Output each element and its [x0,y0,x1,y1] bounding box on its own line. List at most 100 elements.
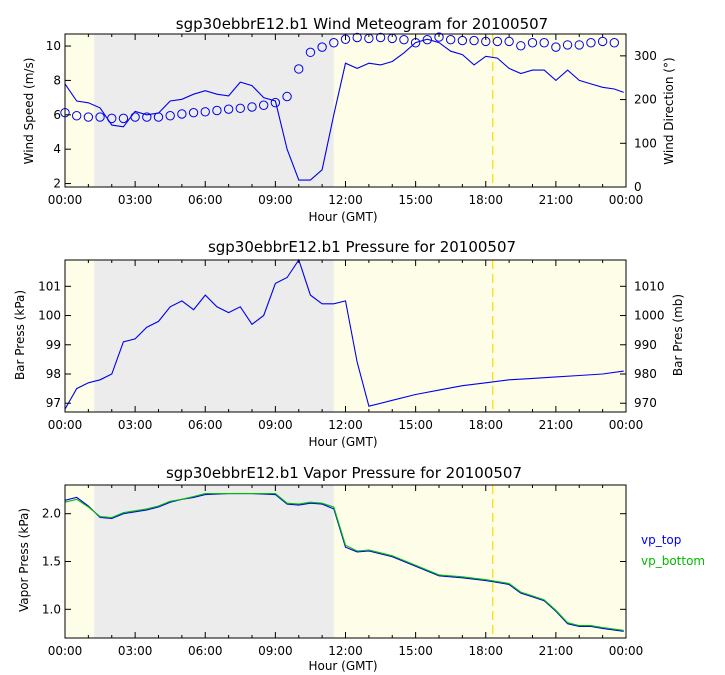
wind-direction-point [329,38,339,48]
wind-direction-point [71,111,82,121]
wind-direction-point [551,42,561,52]
wind-direction-point [130,112,140,122]
x-tick-label: 18:00 [468,644,503,658]
y-axis-ticks: 97 98 99 100 101 [38,279,71,410]
wind-direction-point [212,105,222,116]
wind-direction-point [95,112,105,122]
x-tick-label: 03:00 [118,644,153,658]
pressure-y-label: Bar Press (kPa) [13,290,27,380]
day-shading [333,34,626,187]
night-shading [94,260,334,412]
wind-direction-point [223,104,234,114]
x-tick-label: 15:00 [398,193,433,207]
legend-vp-bottom: vp_bottom [641,554,705,568]
pressure-chart-title: sgp30ebbrE12.b1 Pressure for 20100507 [208,238,516,256]
wind-direction-point [142,112,152,122]
day-shading [333,485,626,638]
wind-direction-point [445,34,456,45]
wind-direction-point [422,34,433,45]
y-axis-right-ticks: 0 100 200 300 [620,49,657,194]
wind-direction-point [188,107,199,118]
wind-direction-point [294,64,304,74]
wind-direction-point [270,97,281,108]
wind-direction-point [83,112,94,122]
y-tick-label: 10 [46,39,61,53]
wind-direction-point [352,32,362,43]
series-line-vp-top [64,493,624,632]
y-axis-ticks: 2 4 6 8 10 [46,39,71,191]
wind-direction-point [562,40,573,50]
wind-y-right-label: Wind Direction (°) [662,57,676,164]
night-shading [94,34,334,187]
x-tick-label: 09:00 [258,644,293,658]
x-tick-label: 12:00 [328,644,363,658]
wind-direction-point [492,36,503,47]
y-axis-ticks: 1.0 1.5 2.0 [42,507,626,616]
y-tick-label: 99 [46,338,61,352]
x-tick-label: 18:00 [468,418,503,432]
x-axis-ticks: 00:00 03:00 06:00 09:00 12:00 15:00 18:00 21:00… [48,34,643,207]
y-right-tick-label: 100 [634,136,657,150]
wind-direction-point [469,35,479,46]
y-right-tick-label: 990 [634,338,657,352]
pressure-x-label: Hour (GMT) [308,435,377,449]
y-tick-label: 100 [38,309,61,323]
x-tick-label: 03:00 [118,418,153,432]
y-right-tick-label: 200 [634,93,657,107]
wind-series [60,32,624,181]
y-right-tick-label: 0 [634,180,642,194]
y-tick-label: 97 [46,396,61,410]
y-tick-label: 8 [53,73,61,87]
day-shading [65,260,95,412]
wind-direction-point [527,38,538,48]
day-shading [65,34,95,187]
wind-chart-title: sgp30ebbrE12.b1 Wind Meteogram for 20100… [176,15,548,33]
vapor-series [64,493,624,632]
x-tick-label: 12:00 [328,418,363,432]
wind-direction-point [118,113,129,124]
pressure-panel: 00:00 03:00 06:00 09:00 12:00 15:00 18:00 21:00… [13,238,685,449]
wind-direction-point [375,32,386,43]
y-tick-label: 98 [46,367,61,381]
x-tick-label: 00:00 [609,644,644,658]
x-tick-label: 09:00 [258,193,293,207]
x-tick-label: 21:00 [539,193,574,207]
x-tick-label: 15:00 [398,418,433,432]
wind-direction-point [516,41,526,51]
wind-direction-point [574,40,584,50]
y-right-tick-label: 980 [634,367,657,381]
y-right-tick-label: 970 [634,396,657,410]
y-tick-label: 4 [53,142,61,156]
vapor-y-label: Vapor Press (kPa) [17,508,31,612]
y-tick-label: 2 [53,177,61,191]
wind-direction-point [247,102,257,112]
y-tick-label: 1.5 [42,555,61,569]
y-tick-label: 6 [53,108,61,122]
vapor-x-label: Hour (GMT) [308,659,377,673]
x-tick-label: 12:00 [328,193,363,207]
y-tick-label: 1.0 [42,602,61,616]
wind-direction-point [504,36,514,47]
wind-direction-point [258,100,269,110]
pressure-series [64,258,624,410]
y-right-tick-label: 300 [634,49,657,63]
legend-vp-top: vp_top [641,533,681,547]
x-tick-label: 06:00 [188,644,223,658]
wind-direction-point [107,113,117,124]
vapor-panel: 00:00 03:00 06:00 09:00 12:00 15:00 18:00 21:00… [17,464,705,673]
x-tick-label: 06:00 [188,193,223,207]
y-right-tick-label: 1000 [634,309,665,323]
wind-panel: 00:00 03:00 06:00 09:00 12:00 15:00 18:00 21:00… [22,15,676,224]
wind-direction-point [399,34,409,45]
wind-direction-point [177,109,187,119]
wind-direction-point [282,91,292,102]
x-tick-label: 00:00 [48,193,83,207]
wind-x-label: Hour (GMT) [308,210,377,224]
x-tick-label: 03:00 [118,193,153,207]
x-tick-label: 00:00 [48,418,83,432]
wind-direction-point [434,32,444,42]
wind-direction-point [317,42,327,52]
vapor-chart-title: sgp30ebbrE12.b1 Vapor Pressure for 20100… [166,464,522,482]
x-tick-label: 15:00 [398,644,433,658]
